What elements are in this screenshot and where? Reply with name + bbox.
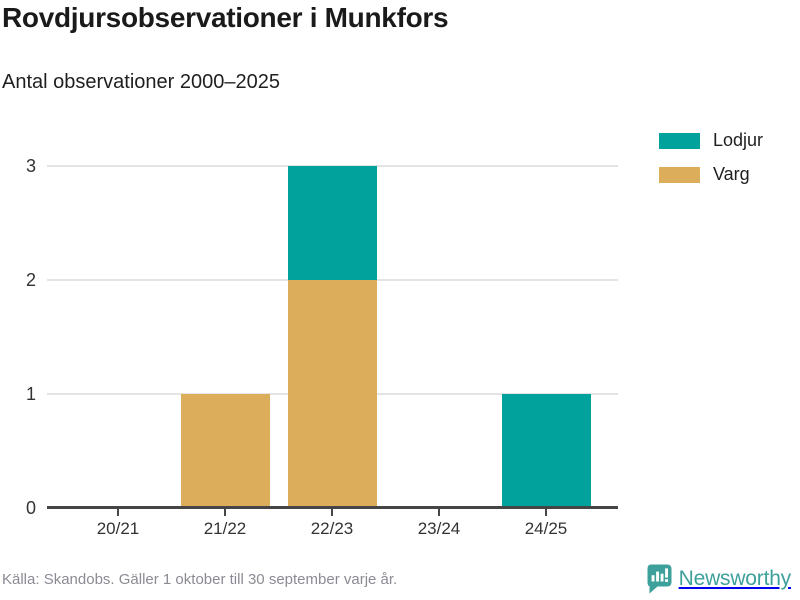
- bar-21-22-varg: [180, 394, 270, 508]
- newsworthy-wordmark: Newsworthy: [678, 567, 792, 590]
- legend: Lodjur Varg: [659, 130, 763, 198]
- newsworthy-logo-link[interactable]: Newsworthy: [646, 564, 791, 594]
- x-axis-tick-label: 20/21: [96, 519, 140, 538]
- x-axis-line: [47, 506, 618, 509]
- bar-22-23-varg: [287, 280, 377, 508]
- bar-22-23-lodjur: [287, 166, 377, 280]
- y-axis-tick-label: 0: [25, 498, 36, 518]
- legend-label-lodjur: Lodjur: [713, 130, 764, 150]
- x-axis-tick-label: 22/23: [310, 519, 354, 538]
- chart-title: Rovdjursobservationer i Munkfors: [2, 2, 449, 33]
- x-axis-tick: [438, 509, 440, 516]
- legend-item-lodjur: Lodjur: [659, 130, 763, 151]
- x-axis-tick: [331, 509, 333, 516]
- legend-item-varg: Varg: [659, 164, 763, 185]
- chart-subtitle: Antal observationer 2000–2025: [2, 71, 280, 93]
- y-axis-tick-label: 1: [25, 384, 36, 404]
- y-axis-tick-label: 3: [25, 156, 36, 176]
- legend-swatch-varg: [659, 166, 700, 183]
- y-axis-tick-label: 2: [25, 270, 36, 290]
- newsworthy-bars-icon: [647, 564, 672, 594]
- x-axis-tick: [224, 509, 226, 516]
- x-axis-tick: [117, 509, 119, 516]
- x-axis-tick-label: 24/25: [524, 519, 568, 538]
- x-axis-tick: [545, 509, 547, 516]
- x-axis-tick-label: 23/24: [417, 519, 461, 538]
- legend-label-varg: Varg: [713, 164, 750, 184]
- bar-24-25-lodjur: [501, 394, 591, 508]
- x-axis-tick-label: 21/22: [203, 519, 247, 538]
- legend-swatch-lodjur: [659, 132, 700, 149]
- source-note: Källa: Skandobs. Gäller 1 oktober till 3…: [2, 571, 398, 588]
